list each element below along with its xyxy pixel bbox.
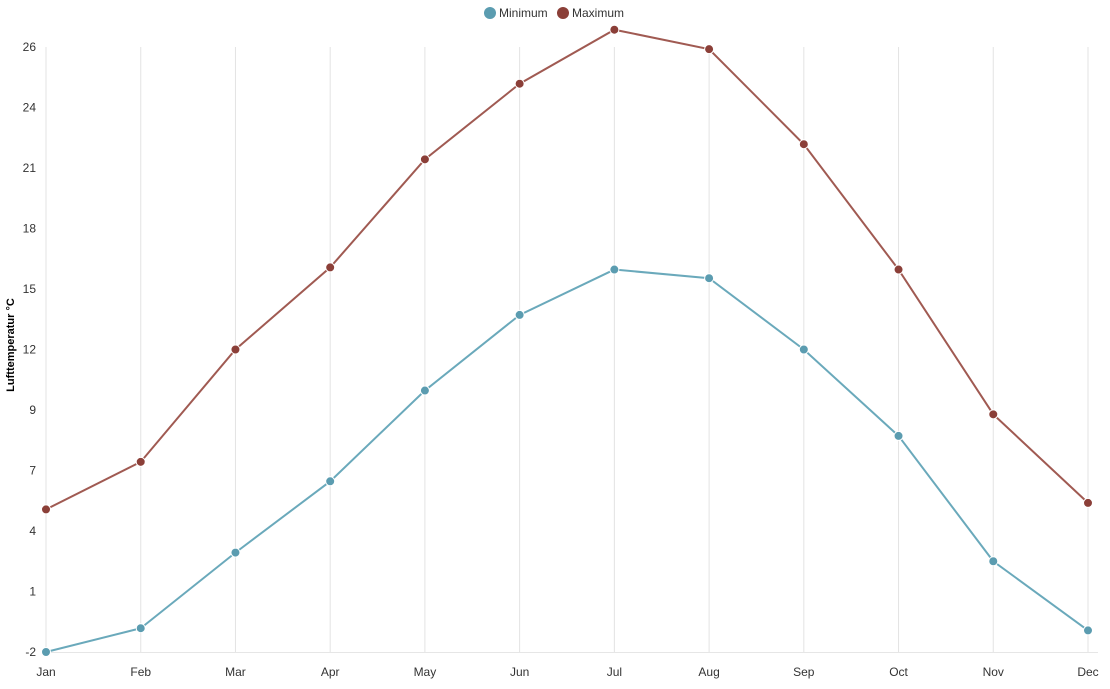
y-tick-label: 4 [29, 524, 36, 538]
y-tick-label: 24 [23, 101, 37, 115]
x-tick-label-oct: Oct [889, 665, 908, 679]
point-maximum-jul[interactable] [609, 24, 620, 35]
x-tick-label-jun: Jun [510, 665, 529, 679]
x-tick-label-mar: Mar [225, 665, 246, 679]
y-tick-label: 7 [29, 464, 36, 478]
point-minimum-may[interactable] [419, 385, 430, 396]
point-minimum-nov[interactable] [988, 556, 999, 567]
legend-label-maximum: Maximum [572, 6, 624, 20]
series-minimum [41, 264, 1093, 657]
x-tick-label-jan: Jan [36, 665, 55, 679]
series [41, 24, 1093, 657]
x-tick-label-aug: Aug [698, 665, 719, 679]
x-tick-label-may: May [414, 665, 437, 679]
point-maximum-feb[interactable] [135, 456, 146, 467]
x-tick-label-sep: Sep [793, 665, 815, 679]
x-tick-label-nov: Nov [983, 665, 1004, 679]
point-minimum-mar[interactable] [230, 547, 241, 558]
point-maximum-aug[interactable] [704, 44, 715, 55]
legend-item-maximum[interactable]: Maximum [557, 6, 624, 20]
series-maximum [41, 24, 1093, 515]
point-maximum-jun[interactable] [514, 78, 525, 89]
y-axis: -2 1 4 7 9 12 15 18 21 24 26 [23, 40, 37, 659]
point-minimum-oct[interactable] [893, 430, 904, 441]
point-maximum-apr[interactable] [325, 262, 336, 273]
point-maximum-sep[interactable] [798, 139, 809, 150]
legend-label-minimum: Minimum [499, 6, 548, 20]
point-maximum-may[interactable] [419, 154, 430, 165]
grid [45, 47, 1098, 653]
y-tick-label: 18 [23, 222, 37, 236]
point-minimum-jun[interactable] [514, 309, 525, 320]
legend: Minimum Maximum [484, 6, 624, 20]
series-line-minimum [45, 268, 1089, 653]
point-maximum-dec[interactable] [1083, 497, 1093, 508]
y-tick-label: 26 [23, 40, 37, 54]
y-tick-label: 12 [23, 343, 37, 357]
x-tick-label-dec: Dec [1077, 665, 1098, 679]
point-maximum-jan[interactable] [41, 504, 51, 515]
y-tick-label: 15 [23, 282, 37, 296]
x-tick-label-jul: Jul [607, 665, 622, 679]
legend-marker-minimum [484, 7, 496, 19]
point-minimum-dec[interactable] [1083, 625, 1093, 636]
point-minimum-feb[interactable] [135, 623, 146, 634]
y-tick-label: 1 [29, 585, 36, 599]
point-minimum-jan[interactable] [41, 647, 51, 657]
legend-marker-maximum [557, 7, 569, 19]
x-tick-label-feb: Feb [130, 665, 151, 679]
x-axis: Jan Feb Mar Apr May Jun Jul Aug Sep Oct Nov Dec [36, 665, 1098, 679]
y-tick-label: 9 [29, 403, 36, 417]
point-maximum-oct[interactable] [893, 264, 904, 275]
y-tick-label: 21 [23, 161, 37, 175]
series-line-maximum [45, 28, 1089, 511]
point-minimum-aug[interactable] [704, 273, 715, 284]
x-tick-label-apr: Apr [321, 665, 340, 679]
y-tick-label: -2 [25, 645, 36, 659]
legend-item-minimum[interactable]: Minimum [484, 6, 548, 20]
point-minimum-sep[interactable] [798, 344, 809, 355]
point-maximum-mar[interactable] [230, 344, 241, 355]
point-maximum-nov[interactable] [988, 409, 999, 420]
y-axis-title: Lufttemperatur °C [5, 298, 17, 392]
point-minimum-apr[interactable] [325, 476, 336, 487]
point-minimum-jul[interactable] [609, 264, 620, 275]
